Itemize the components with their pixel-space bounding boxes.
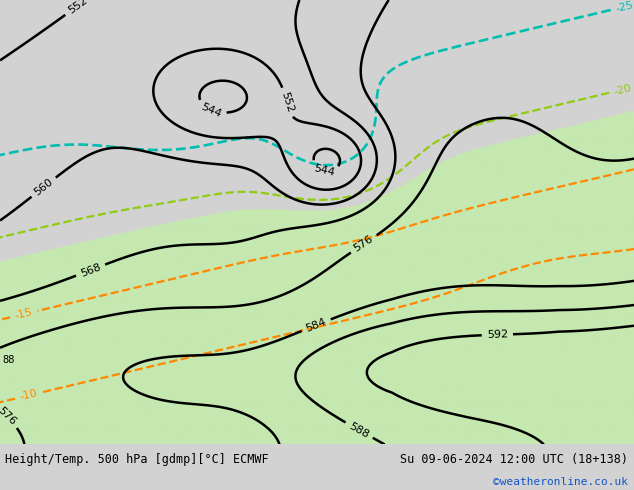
Text: Height/Temp. 500 hPa [gdmp][°C] ECMWF: Height/Temp. 500 hPa [gdmp][°C] ECMWF — [5, 452, 269, 466]
Text: 552: 552 — [67, 0, 89, 16]
Text: 88: 88 — [2, 355, 15, 365]
Text: -15: -15 — [14, 307, 34, 321]
Text: 576: 576 — [353, 234, 375, 254]
Text: -10: -10 — [18, 389, 39, 402]
Text: -20: -20 — [613, 83, 633, 97]
Text: ©weatheronline.co.uk: ©weatheronline.co.uk — [493, 477, 628, 487]
Text: 588: 588 — [347, 420, 371, 440]
Text: 568: 568 — [79, 262, 102, 278]
Text: 584: 584 — [304, 317, 328, 334]
Text: 544: 544 — [313, 163, 335, 178]
Text: 544: 544 — [200, 101, 223, 119]
Text: 552: 552 — [279, 91, 295, 114]
Text: 560: 560 — [32, 177, 55, 197]
Text: Su 09-06-2024 12:00 UTC (18+138): Su 09-06-2024 12:00 UTC (18+138) — [399, 452, 628, 466]
Text: 576: 576 — [0, 406, 18, 427]
Text: -25: -25 — [614, 0, 634, 14]
Text: 592: 592 — [486, 329, 508, 340]
